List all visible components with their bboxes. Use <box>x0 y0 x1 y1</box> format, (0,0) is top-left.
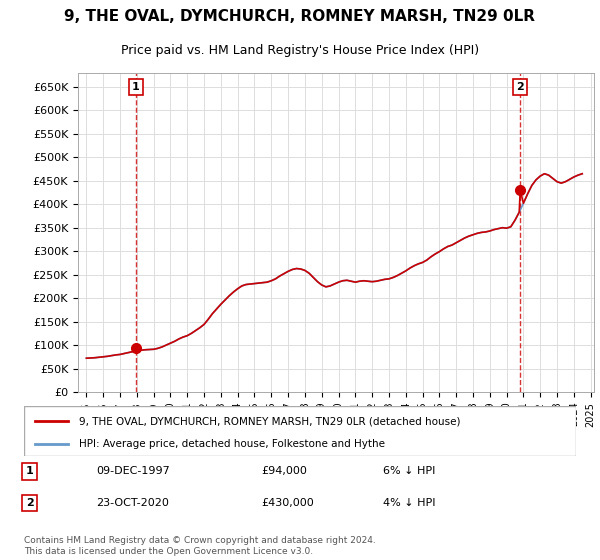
Text: £94,000: £94,000 <box>262 466 307 477</box>
Text: 1: 1 <box>132 82 140 92</box>
FancyBboxPatch shape <box>24 406 576 456</box>
Text: HPI: Average price, detached house, Folkestone and Hythe: HPI: Average price, detached house, Folk… <box>79 439 385 449</box>
Text: Price paid vs. HM Land Registry's House Price Index (HPI): Price paid vs. HM Land Registry's House … <box>121 44 479 57</box>
Text: 2: 2 <box>517 82 524 92</box>
Text: 2: 2 <box>26 498 34 508</box>
Text: 09-DEC-1997: 09-DEC-1997 <box>96 466 170 477</box>
Text: 4% ↓ HPI: 4% ↓ HPI <box>383 498 436 508</box>
Text: £430,000: £430,000 <box>262 498 314 508</box>
Text: Contains HM Land Registry data © Crown copyright and database right 2024.
This d: Contains HM Land Registry data © Crown c… <box>24 536 376 556</box>
Text: 23-OCT-2020: 23-OCT-2020 <box>96 498 169 508</box>
Text: 6% ↓ HPI: 6% ↓ HPI <box>383 466 435 477</box>
Text: 9, THE OVAL, DYMCHURCH, ROMNEY MARSH, TN29 0LR: 9, THE OVAL, DYMCHURCH, ROMNEY MARSH, TN… <box>65 10 536 24</box>
Text: 1: 1 <box>26 466 34 477</box>
Text: 9, THE OVAL, DYMCHURCH, ROMNEY MARSH, TN29 0LR (detached house): 9, THE OVAL, DYMCHURCH, ROMNEY MARSH, TN… <box>79 416 461 426</box>
